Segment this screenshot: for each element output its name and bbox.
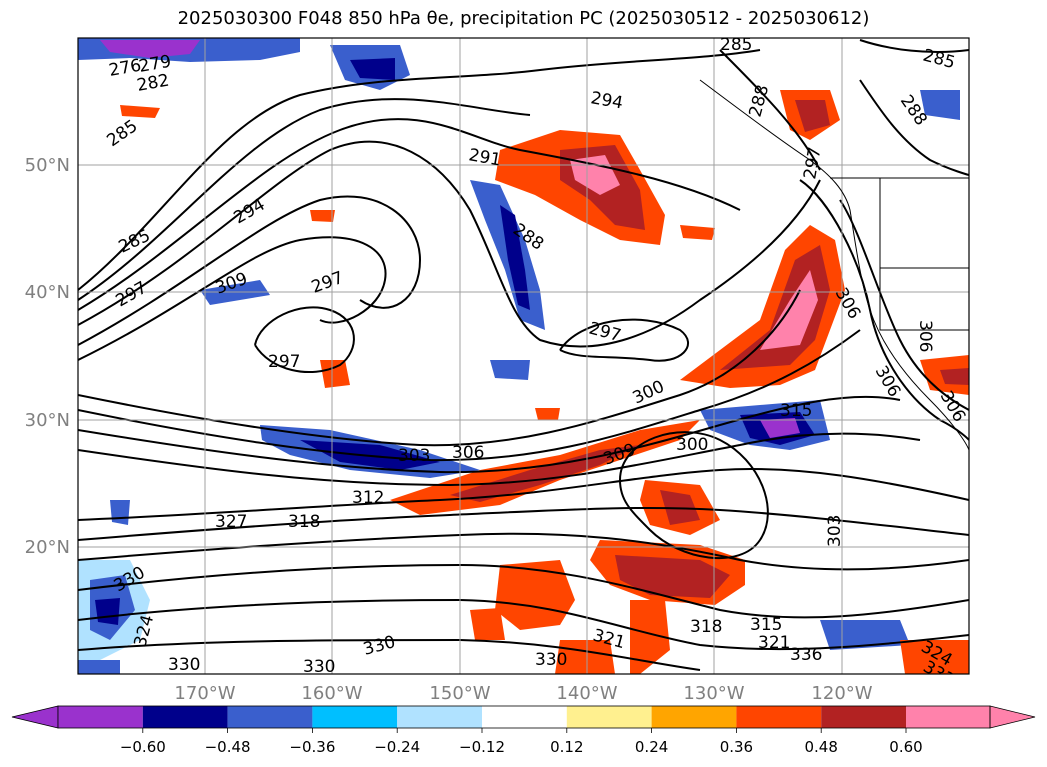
lat-label-50n: 50°N [25,155,70,176]
lat-label-20n: 20°N [25,537,70,558]
precip-shading [78,38,969,674]
colorbar-tick-label: −0.24 [374,738,420,756]
colorbar-segment [312,706,398,728]
contour-label: 315 [750,615,782,635]
lat-label-30n: 30°N [25,410,70,431]
contour-label: 327 [215,512,247,532]
contour-label: 303 [398,446,430,466]
colorbar-tick-label: −0.36 [289,738,335,756]
colorbar-segment [397,706,482,728]
contour-label: 285 [720,35,752,55]
lon-label-130w: 130°W [683,683,744,704]
map-plot-area: 276 279 282 285 294 291 288 285 294 297 … [78,35,969,677]
colorbar-tick-label: 0.60 [889,738,922,756]
colorbar-ticks [142,728,907,733]
colorbar-extend-high [989,705,1036,729]
plot-frame [77,37,970,675]
contour-label: 318 [690,617,722,637]
contour-label: 303 [825,515,845,547]
colorbar-tick-label: −0.12 [459,738,505,756]
colorbar: −0.60 −0.48 −0.36 −0.24 −0.12 0.12 0.24 … [11,705,1036,756]
contour-label: 330 [168,655,200,675]
colorbar-segment [482,706,567,728]
colorbar-tick-label: 0.36 [720,738,753,756]
colorbar-tick-label: 0.24 [635,738,668,756]
map-title: 2025030300 F048 850 hPa θe, precipitatio… [177,8,870,29]
latitude-labels: 50°N 40°N 30°N 20°N [25,155,70,558]
colorbar-tick-label: −0.48 [205,738,251,756]
colorbar-tick-label: −0.60 [120,738,166,756]
colorbar-extend-low [11,705,59,729]
coastline [699,79,969,451]
colorbar-tick-label: 0.48 [804,738,837,756]
contour-label: 315 [780,401,812,421]
contour-label: 321 [758,633,790,653]
colorbar-segment [142,706,228,728]
map-gridlines [78,38,969,674]
colorbar-segment [566,706,652,728]
longitude-labels: 170°W 160°W 150°W 140°W 130°W 120°W [174,683,872,704]
contour-label: 297 [268,352,300,372]
theta-e-contours [78,39,969,671]
contour-label: 330 [535,650,567,670]
contour-label: 306 [915,320,935,352]
colorbar-segment [736,706,822,728]
lon-label-160w: 160°W [301,683,362,704]
contour-label: 318 [288,512,320,532]
contour-label: 312 [352,488,384,508]
lat-label-40n: 40°N [25,282,70,303]
lon-label-170w: 170°W [174,683,235,704]
colorbar-segment [58,706,143,728]
colorbar-segment [227,706,313,728]
lon-label-150w: 150°W [429,683,490,704]
colorbar-segment [906,706,990,728]
colorbar-segment [651,706,737,728]
contour-label: 330 [303,657,335,677]
lon-label-120w: 120°W [811,683,872,704]
lon-label-140w: 140°W [556,683,617,704]
contour-label: 306 [452,443,484,463]
contour-label: 300 [676,435,708,455]
contour-label: 336 [790,645,822,665]
colorbar-segment [821,706,906,728]
colorbar-tick-label: 0.12 [550,738,583,756]
